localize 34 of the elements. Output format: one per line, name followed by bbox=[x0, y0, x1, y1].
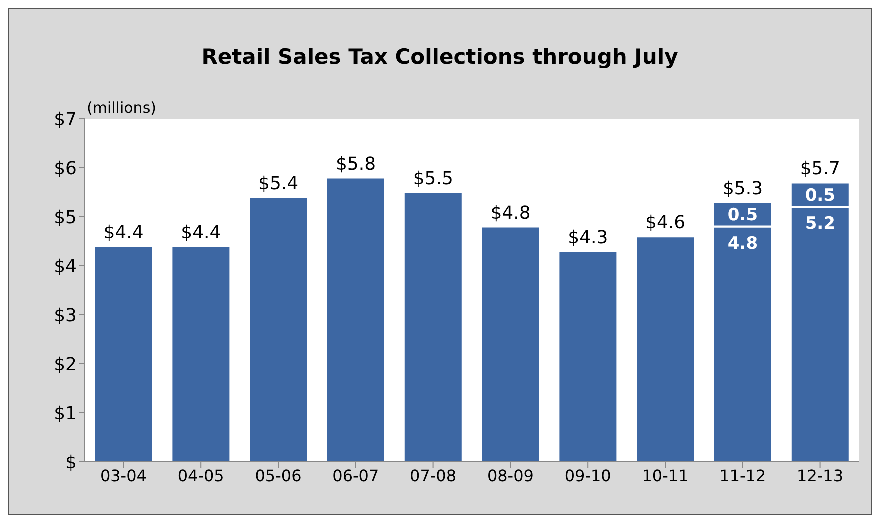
total-label: $5.7 bbox=[800, 158, 840, 180]
total-label: $5.8 bbox=[336, 154, 376, 175]
y-tick-label: $3 bbox=[54, 305, 77, 326]
total-label: $5.3 bbox=[722, 178, 764, 200]
total-label: $4.4 bbox=[104, 222, 144, 244]
x-tick-label: 09-10 bbox=[564, 466, 612, 486]
x-tick-label: 10-11 bbox=[642, 466, 689, 486]
y-tick-label: $4 bbox=[54, 256, 77, 278]
x-tick-label: 06-07 bbox=[332, 466, 380, 486]
x-tick-label: 04-05 bbox=[178, 466, 224, 486]
y-tick-label: $ bbox=[66, 452, 77, 474]
total-label: $5.4 bbox=[258, 173, 299, 194]
total-label: $4.3 bbox=[568, 227, 608, 248]
y-tick-label: $6 bbox=[54, 158, 77, 180]
y-axis-title: (millions) bbox=[87, 99, 156, 117]
total-label: $4.4 bbox=[181, 222, 222, 244]
data-label: 4.8 bbox=[728, 234, 758, 254]
y-tick-label: $7 bbox=[54, 109, 77, 130]
x-tick-label: 08-09 bbox=[487, 466, 534, 486]
y-tick-label: $2 bbox=[54, 354, 77, 376]
x-tick-label: 12-13 bbox=[797, 466, 844, 486]
x-tick-label: 07-08 bbox=[410, 466, 457, 486]
y-tick-label: $5 bbox=[54, 207, 77, 228]
data-label: 0.5 bbox=[728, 206, 758, 226]
data-label: 5.2 bbox=[805, 214, 836, 234]
x-tick-label: 11-12 bbox=[720, 466, 766, 486]
y-tick-label: $1 bbox=[54, 403, 77, 424]
data-label: 0.5 bbox=[805, 186, 836, 206]
total-label: $5.5 bbox=[413, 168, 454, 190]
x-tick-label: 03-04 bbox=[100, 466, 147, 486]
chart-title: Retail Sales Tax Collections through July bbox=[200, 45, 680, 69]
x-tick-label: 05-06 bbox=[255, 466, 302, 486]
total-label: $4.8 bbox=[490, 202, 531, 224]
total-label: $4.6 bbox=[646, 212, 686, 234]
